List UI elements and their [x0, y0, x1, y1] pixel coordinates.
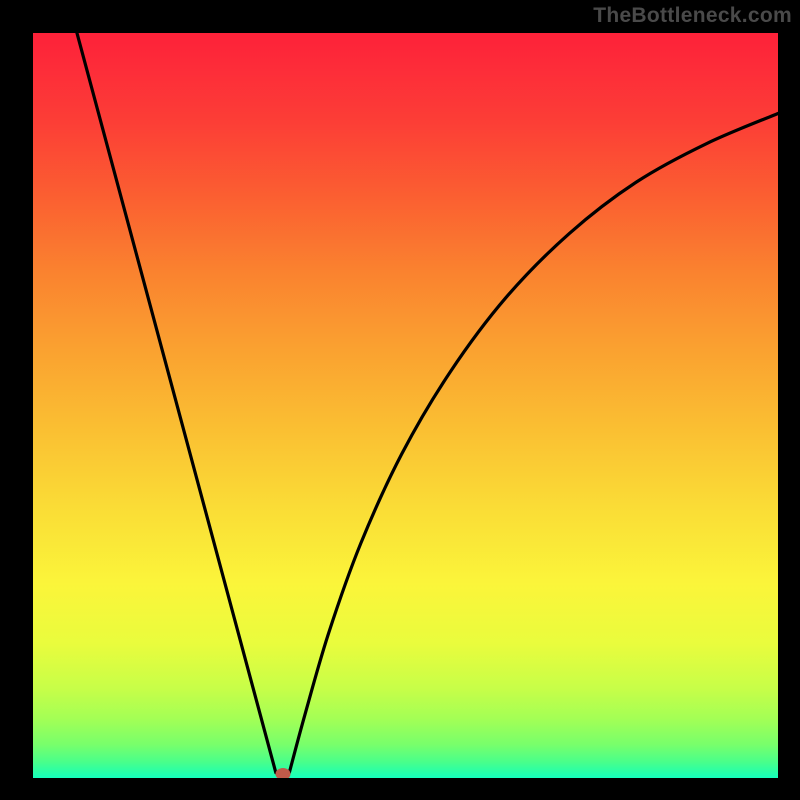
plot-area: [33, 33, 778, 778]
watermark-text: TheBottleneck.com: [593, 4, 792, 28]
min-marker: [275, 768, 290, 778]
curve-layer: [33, 33, 778, 778]
curve-path: [77, 33, 778, 773]
